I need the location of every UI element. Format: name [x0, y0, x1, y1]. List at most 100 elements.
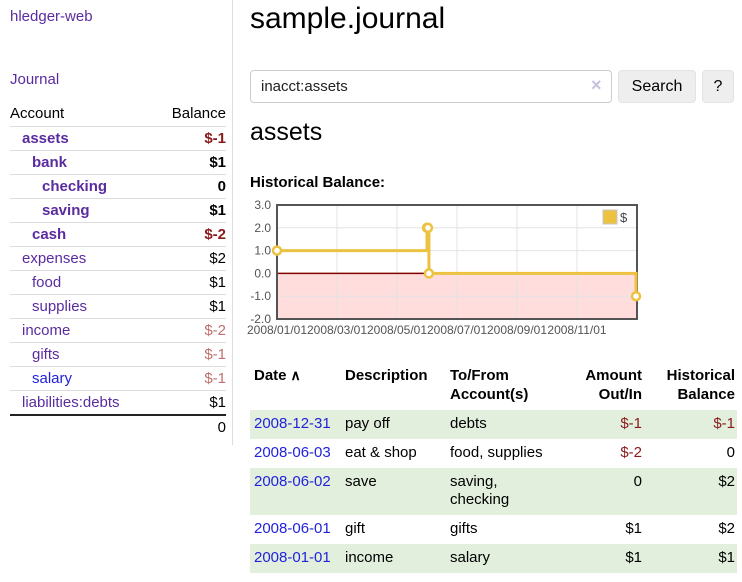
- accounts-header-account: Account: [10, 102, 155, 127]
- accounts-header-balance: Balance: [154, 102, 226, 127]
- accounts-total-row: 0: [10, 414, 226, 439]
- search-button[interactable]: Search: [618, 70, 696, 103]
- account-balance: $2: [154, 246, 226, 271]
- accounts-header-row: Account Balance: [10, 102, 226, 127]
- search-input[interactable]: [250, 70, 612, 103]
- transaction-accounts: debts: [450, 415, 487, 432]
- svg-text:$: $: [620, 210, 628, 225]
- account-row: gifts $-1: [10, 342, 226, 367]
- transaction-amount: $-2: [620, 444, 642, 461]
- account-row: checking 0: [10, 174, 226, 199]
- register-table: Date ∧ Description To/From Account(s) Amount…: [250, 362, 737, 573]
- sidebar-account-link[interactable]: cash: [32, 226, 67, 243]
- sidebar-account-link[interactable]: salary: [32, 370, 73, 387]
- transaction-balance: $2: [718, 520, 735, 537]
- clear-search-icon[interactable]: ×: [591, 75, 602, 95]
- main-content: sample.journal × Search ? assets Histori…: [247, 0, 742, 582]
- account-balance: $1: [154, 150, 226, 175]
- transaction-accounts: salary: [450, 549, 491, 566]
- accounts-total-value: 0: [154, 414, 226, 439]
- help-button[interactable]: ?: [702, 70, 734, 103]
- transaction-date: 2008-01-01: [250, 544, 345, 573]
- svg-text:-2.0: -2.0: [250, 312, 271, 326]
- account-balance: 0: [154, 174, 226, 199]
- sidebar-account-link[interactable]: gifts: [32, 346, 60, 363]
- transaction-balance: $2: [718, 473, 735, 490]
- account-balance: $-1: [154, 366, 226, 391]
- account-balance: $1: [209, 394, 226, 411]
- sort-asc-icon: ∧: [290, 367, 301, 383]
- transaction-balance: 0: [726, 444, 735, 461]
- account-balance: $1: [154, 198, 226, 223]
- transaction-accounts: food, supplies: [450, 444, 543, 461]
- transaction-amount: 0: [633, 473, 642, 490]
- transaction-row: 2008-06-02 save saving, checking 0 $2: [250, 468, 737, 515]
- svg-text:2008/05/01: 2008/05/01: [367, 323, 427, 337]
- transaction-accounts: gifts: [450, 520, 478, 537]
- transaction-date-link[interactable]: 2008-06-03: [254, 444, 331, 461]
- svg-text:2008/03/01: 2008/03/01: [307, 323, 367, 337]
- transaction-row: 2008-06-01 gift gifts $1 $2: [250, 515, 737, 544]
- transaction-date: 2008-06-02: [250, 468, 345, 515]
- transaction-description: save: [345, 473, 377, 490]
- account-balance: $-1: [154, 126, 226, 151]
- svg-text:-1.0: -1.0: [250, 289, 271, 303]
- register-header-to-from-account-s-: To/From Account(s): [450, 367, 529, 403]
- app-title-link[interactable]: hledger-web: [10, 8, 93, 25]
- transaction-row: 2008-06-03 eat & shop food, supplies $-2 0: [250, 439, 737, 468]
- account-balance: $1: [154, 294, 226, 319]
- register-header-date[interactable]: Date ∧: [254, 367, 301, 384]
- sidebar-nav: Journal: [10, 71, 226, 88]
- transaction-date: 2008-12-31: [250, 410, 345, 439]
- account-row: saving $1: [10, 198, 226, 223]
- register-header-row: Date ∧ Description To/From Account(s) Amount…: [250, 362, 737, 410]
- svg-text:2.0: 2.0: [254, 221, 271, 235]
- sidebar-account-link[interactable]: expenses: [22, 250, 87, 267]
- sidebar-item-journal[interactable]: Journal: [10, 71, 60, 88]
- transaction-row: 2008-12-31 pay off debts $-1 $-1: [250, 410, 737, 439]
- page-title: sample.journal: [250, 2, 446, 35]
- transaction-date-link[interactable]: 2008-12-31: [254, 415, 331, 432]
- transaction-amount: $1: [625, 520, 642, 537]
- account-balance: $-1: [154, 342, 226, 367]
- svg-text:0.0: 0.0: [254, 266, 271, 280]
- transaction-date: 2008-06-03: [250, 439, 345, 468]
- transaction-date-link[interactable]: 2008-06-02: [254, 473, 331, 490]
- transaction-date-link[interactable]: 2008-01-01: [254, 549, 331, 566]
- transaction-date-link[interactable]: 2008-06-01: [254, 520, 331, 537]
- transaction-amount: $-1: [620, 415, 642, 432]
- sidebar-account-link[interactable]: bank: [32, 154, 68, 171]
- transaction-balance: $1: [718, 549, 735, 566]
- sidebar-account-link[interactable]: food: [32, 274, 62, 291]
- account-row: assets $-1: [10, 126, 226, 151]
- sidebar: hledger-web Journal Account Balance asse…: [0, 0, 233, 445]
- account-balance: $1: [154, 270, 226, 295]
- register-header-amount-out-in: Amount Out/In: [585, 367, 642, 403]
- sidebar-account-link[interactable]: checking: [42, 178, 108, 195]
- accounts-table: Account Balance assets $-1 bank $1 checking 0…: [10, 102, 226, 439]
- account-balance: $-2: [154, 318, 226, 343]
- account-balance: $-2: [154, 222, 226, 247]
- account-row: expenses $2: [10, 246, 226, 271]
- svg-text:2008/01/01: 2008/01/01: [247, 323, 307, 337]
- transaction-description: eat & shop: [345, 444, 417, 461]
- account-row: bank $1: [10, 150, 226, 175]
- transaction-amount: $1: [625, 549, 642, 566]
- account-row: food $1: [10, 270, 226, 295]
- transaction-description: income: [345, 549, 394, 566]
- sidebar-account-link[interactable]: supplies: [32, 298, 88, 315]
- sidebar-account-link[interactable]: saving: [42, 202, 90, 219]
- chart-title: Historical Balance:: [250, 174, 386, 191]
- transaction-balance: $-1: [713, 415, 735, 432]
- sidebar-account-link[interactable]: income: [22, 322, 71, 339]
- svg-text:2008/09/01: 2008/09/01: [487, 323, 547, 337]
- sidebar-account-link[interactable]: assets: [22, 130, 69, 147]
- search-form: × Search ?: [250, 70, 737, 103]
- sidebar-account-link[interactable]: liabilities:debts: [22, 394, 120, 411]
- svg-text:3.0: 3.0: [254, 198, 271, 212]
- transaction-description: pay off: [345, 415, 390, 432]
- transaction-date: 2008-06-01: [250, 515, 345, 544]
- account-heading: assets: [250, 118, 323, 146]
